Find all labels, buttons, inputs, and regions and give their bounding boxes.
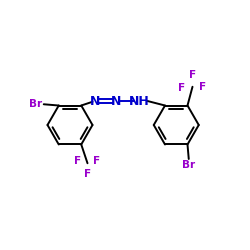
Text: F: F bbox=[178, 83, 186, 93]
Text: F: F bbox=[200, 82, 206, 92]
Text: N: N bbox=[111, 94, 122, 108]
Text: F: F bbox=[84, 169, 91, 179]
Text: NH: NH bbox=[128, 94, 149, 108]
Text: Br: Br bbox=[182, 160, 195, 170]
Text: F: F bbox=[74, 156, 82, 166]
Text: F: F bbox=[189, 70, 196, 80]
Text: Br: Br bbox=[30, 99, 43, 109]
Text: N: N bbox=[90, 94, 100, 108]
Text: F: F bbox=[94, 156, 100, 166]
